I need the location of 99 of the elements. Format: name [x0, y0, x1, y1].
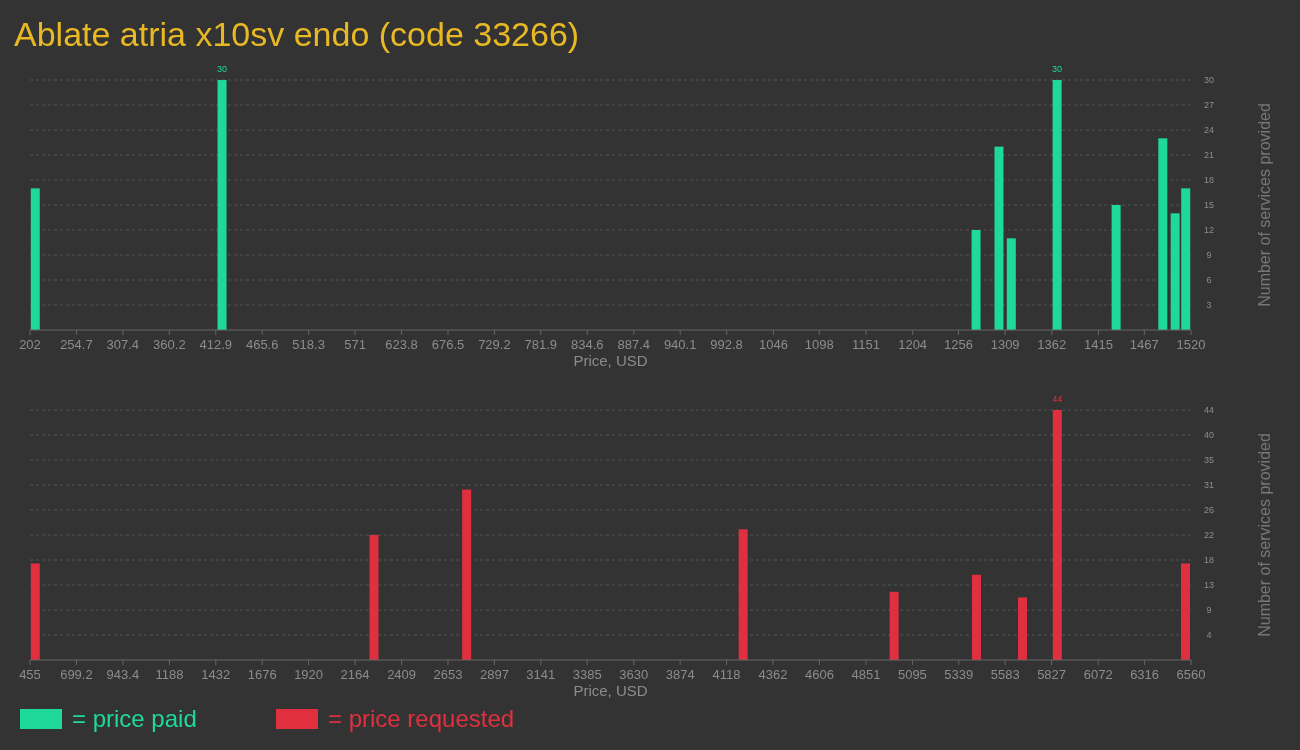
x-tick-label: 571 — [344, 337, 366, 352]
x-tick-label: 1415 — [1084, 337, 1113, 352]
x-axis-title: Price, USD — [573, 682, 648, 699]
text: 30 — [217, 64, 228, 74]
bar — [1006, 238, 1016, 330]
x-tick-label: 1432 — [201, 667, 231, 682]
y-tick-label: 35 — [1203, 455, 1215, 465]
x-tick-label: 1204 — [898, 337, 928, 352]
x-tick-label: 676.5 — [431, 337, 465, 352]
x-tick-label: 6560 — [1176, 667, 1206, 682]
y-tick-label: 12 — [1203, 225, 1215, 235]
y-tick-label: 3 — [1206, 300, 1212, 310]
y-tick-label: 26 — [1203, 505, 1215, 515]
x-tick-label: 5583 — [990, 667, 1020, 682]
y-tick-label: 9 — [1206, 605, 1212, 615]
x-tick-label: 943.4 — [106, 667, 140, 682]
x-tick-label: 4606 — [804, 667, 834, 682]
x-tick-label: 834.6 — [570, 337, 604, 352]
x-tick-label: 3141 — [526, 667, 556, 682]
x-tick-label: 1309 — [990, 337, 1020, 352]
x-tick-label: 518.3 — [292, 337, 325, 352]
y-tick-label: 40 — [1203, 430, 1215, 440]
y-tick-label: 44 — [1203, 405, 1215, 415]
x-tick-label: 3630 — [619, 667, 649, 682]
y-tick-label: 13 — [1203, 580, 1215, 590]
y-tick-label: 31 — [1203, 480, 1215, 490]
x-tick-label: 2164 — [340, 667, 370, 682]
x-tick-label: 887.4 — [617, 337, 651, 352]
x-tick-label: 1467 — [1129, 337, 1159, 352]
x-tick-label: 1920 — [294, 667, 324, 682]
y-tick-label: 9 — [1206, 250, 1212, 260]
x-tick-label: 992.8 — [710, 337, 743, 352]
y-tick-label: 6 — [1206, 275, 1212, 285]
text: 30 — [1052, 64, 1063, 74]
bar — [1180, 563, 1190, 660]
x-tick-label: 5827 — [1037, 667, 1067, 682]
bar — [30, 563, 40, 660]
x-tick-label: 5339 — [944, 667, 974, 682]
y-tick-label: 22 — [1203, 530, 1215, 540]
bar — [462, 489, 472, 660]
x-tick-label: 1520 — [1176, 337, 1206, 352]
x-tick-label: 2653 — [433, 667, 463, 682]
x-tick-label: 1098 — [804, 337, 834, 352]
x-tick-label: 6316 — [1130, 667, 1160, 682]
y-tick-label: 27 — [1203, 100, 1215, 110]
x-tick-label: 202 — [19, 337, 41, 352]
bar — [1018, 597, 1028, 660]
bar — [971, 230, 981, 330]
y-tick-label: 4 — [1206, 630, 1212, 640]
x-tick-label: 623.8 — [385, 337, 418, 352]
x-tick-label: 3874 — [665, 667, 695, 682]
x-tick-label: 1151 — [851, 337, 880, 352]
bar — [1111, 205, 1121, 330]
x-tick-label: 2897 — [479, 667, 509, 682]
x-axis-title: Price, USD — [573, 352, 648, 369]
bar — [889, 591, 899, 660]
x-tick-label: 1256 — [943, 337, 973, 352]
x-tick-label: 729.2 — [478, 337, 511, 352]
x-tick-label: 940.1 — [663, 337, 697, 352]
x-tick-label: 781.9 — [524, 337, 558, 352]
y-axis-title: Number of services provided — [1256, 433, 1273, 637]
x-tick-label: 5095 — [897, 667, 927, 682]
x-tick-label: 1188 — [155, 667, 184, 682]
bar — [1158, 138, 1168, 330]
x-tick-label: 2409 — [387, 667, 417, 682]
bar — [994, 146, 1004, 330]
x-tick-label: 307.4 — [106, 337, 140, 352]
bar — [30, 188, 40, 330]
y-tick-label: 15 — [1203, 200, 1215, 210]
x-tick-label: 455 — [19, 667, 41, 682]
y-tick-label: 24 — [1203, 125, 1215, 135]
x-tick-label: 4851 — [851, 667, 881, 682]
x-tick-label: 699.2 — [60, 667, 93, 682]
x-tick-label: 3385 — [572, 667, 602, 682]
bar — [971, 574, 981, 660]
legend-label: = price requested — [328, 705, 515, 732]
x-tick-label: 1676 — [247, 667, 277, 682]
y-axis-title: Number of services provided — [1256, 103, 1273, 307]
y-tick-label: 18 — [1203, 555, 1215, 565]
chart-title: Ablate atria x10sv endo (code 33266) — [14, 15, 580, 53]
legend-label: = price paid — [72, 705, 197, 732]
bar — [738, 529, 748, 660]
x-tick-label: 254.7 — [60, 337, 93, 352]
bar — [1052, 80, 1062, 330]
x-tick-label: 6072 — [1083, 667, 1113, 682]
x-tick-label: 1362 — [1037, 337, 1067, 352]
x-tick-label: 4362 — [758, 667, 788, 682]
text: 44 — [1052, 394, 1063, 404]
x-tick-label: 4118 — [712, 667, 741, 682]
x-tick-label: 465.6 — [245, 337, 279, 352]
bar — [217, 80, 227, 330]
y-tick-label: 30 — [1203, 75, 1215, 85]
x-tick-label: 360.2 — [153, 337, 186, 352]
x-tick-label: 1046 — [759, 337, 788, 352]
x-tick-label: 412.9 — [199, 337, 233, 352]
bar — [1052, 410, 1062, 660]
bar — [369, 535, 379, 660]
y-tick-label: 18 — [1203, 175, 1215, 185]
y-tick-label: 21 — [1203, 150, 1215, 160]
